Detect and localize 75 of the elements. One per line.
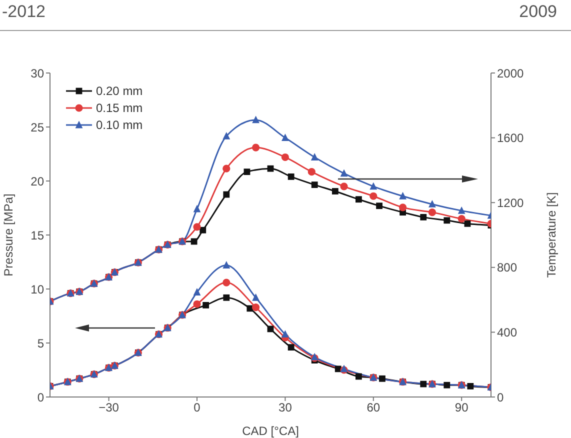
point <box>370 182 378 190</box>
y2-tick-label: 800 <box>497 260 518 275</box>
y-tick-label: 20 <box>30 174 44 188</box>
point <box>202 302 210 308</box>
point <box>444 382 450 388</box>
y-tick-label: 15 <box>30 228 44 242</box>
point <box>340 169 348 177</box>
point <box>244 168 250 176</box>
y-tick-label: 30 <box>30 66 44 80</box>
point <box>222 164 230 172</box>
legend-label: 0.20 mm <box>96 84 143 98</box>
point <box>282 134 289 141</box>
point <box>420 380 427 388</box>
point <box>467 383 474 390</box>
point <box>282 330 289 338</box>
point <box>370 192 378 200</box>
point <box>376 202 382 210</box>
point <box>190 238 198 245</box>
x-tick-label: 60 <box>366 400 380 415</box>
point <box>428 200 436 208</box>
point <box>399 192 406 200</box>
point <box>252 293 260 301</box>
point <box>281 153 289 162</box>
x-tick-label: 30 <box>278 400 292 415</box>
point <box>288 173 294 180</box>
point <box>458 215 466 223</box>
point <box>311 182 318 188</box>
y2-tick-label: 0 <box>497 390 504 404</box>
y2-tick-label: 2000 <box>497 66 524 80</box>
x-tick-label: 90 <box>454 400 469 415</box>
point <box>458 206 466 214</box>
text: -2012 <box>2 2 46 22</box>
y-tick-label: 5 <box>37 336 44 350</box>
y-tick-label: 0 <box>37 390 44 404</box>
point <box>222 132 230 140</box>
legend-label: 0.10 mm <box>96 118 143 132</box>
point <box>252 144 260 152</box>
point <box>428 208 436 216</box>
point <box>193 204 201 212</box>
point <box>193 288 201 296</box>
y2-axis-title: Temperature [K] <box>544 192 558 278</box>
legend-label: 0.15 mm <box>96 100 143 114</box>
point <box>223 191 230 198</box>
point <box>193 223 201 231</box>
text: 2009 <box>519 2 557 22</box>
point <box>356 373 362 380</box>
point <box>379 375 386 382</box>
y-tick-label: 10 <box>30 282 44 296</box>
y-tick-label: 25 <box>30 120 44 134</box>
y2-tick-label: 400 <box>497 325 518 340</box>
y-axis-title: Pressure [MPa] <box>1 194 16 276</box>
point <box>444 217 450 224</box>
point <box>308 168 316 176</box>
point <box>222 261 230 268</box>
point <box>193 300 201 308</box>
point <box>200 226 206 234</box>
y2-tick-label: 1200 <box>497 196 524 210</box>
point <box>340 182 348 190</box>
point <box>223 294 230 301</box>
point <box>332 188 338 194</box>
point <box>246 305 254 312</box>
point <box>252 116 260 124</box>
point <box>399 204 407 212</box>
point <box>222 278 230 286</box>
point <box>464 220 471 227</box>
y2-tick-label: 1600 <box>497 131 524 146</box>
x-axis-title: CAD [°CA] <box>242 424 299 438</box>
point <box>310 153 318 160</box>
point <box>252 304 260 312</box>
point <box>356 196 362 203</box>
point <box>288 344 294 351</box>
point <box>267 165 274 172</box>
x-tick-label: 0 <box>194 400 201 415</box>
point <box>420 214 427 220</box>
x-tick-label: −30 <box>98 400 120 415</box>
